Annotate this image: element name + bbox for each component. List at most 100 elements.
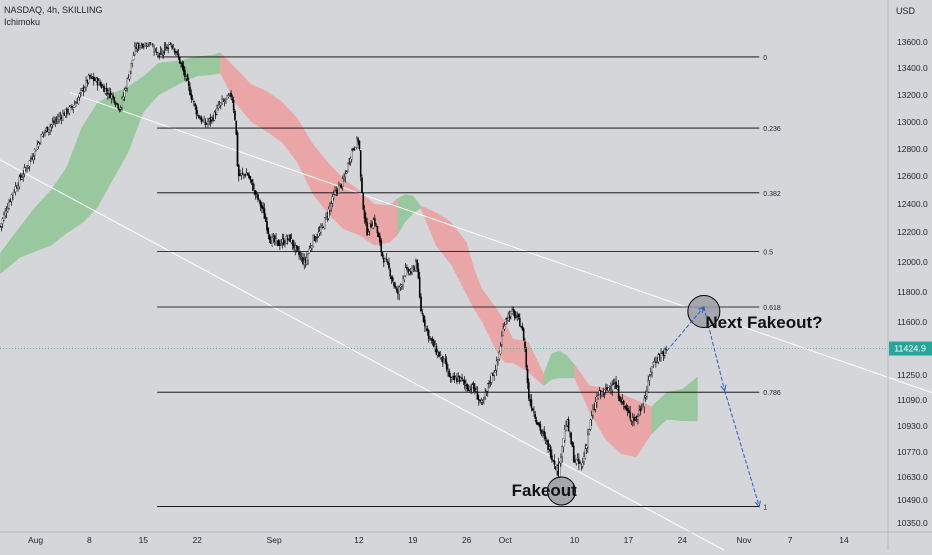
candle-body [620,400,623,403]
candle-body [554,466,557,470]
candle-body [519,317,521,327]
candle-body [313,236,316,242]
candle-body [597,395,599,398]
channel-upper-line[interactable] [69,92,932,397]
candle-body [136,43,139,49]
candle-body [617,385,620,399]
candle-body [95,78,98,82]
candle-body [86,80,89,84]
candle-body [19,175,22,179]
candle-body [59,116,62,118]
price-tick-label: 13200.0 [897,90,928,100]
candle-body [416,259,418,269]
candle-body [533,411,535,413]
candle-body [100,84,103,88]
cloud-bearish [420,205,544,386]
candle-body [144,42,146,46]
time-tick-label: Aug [28,535,43,545]
chart-legend: NASDAQ, 4h, SKILLING Ichimoku [4,4,103,28]
candle-body [481,401,484,403]
candle-body [462,379,465,381]
candle-body [92,76,95,81]
candle-body [125,88,127,91]
candle-body [63,113,66,116]
channel-lower-line[interactable] [0,159,729,554]
cloud-bullish [0,52,221,275]
indicator-label[interactable]: Ichimoku [4,17,41,27]
candle-body [421,312,424,315]
candle-body [471,384,474,393]
candle-body [104,88,107,94]
time-axis[interactable]: Aug 8 15 22 Sep 12 19 26 Oct 10 17 24 Nov 7 14 [28,535,849,545]
cloud-bullish [543,350,575,386]
fakeout-annotation[interactable]: Fakeout [512,481,578,500]
candle-body [411,268,413,272]
candle-body [246,173,249,176]
candle-body [418,277,421,298]
candle-body [463,380,466,384]
candle-body [33,149,36,156]
candle-body [122,96,125,100]
candle-body [282,238,285,245]
candle-body [531,408,534,411]
candle-body [314,238,317,241]
candle-body [395,288,398,291]
candle-body [60,116,63,119]
candle-body [578,458,580,464]
candle-body [134,46,136,55]
next-fakeout-marker[interactable] [687,295,721,328]
candle-body [117,104,119,109]
candle-body [625,405,628,410]
last-price-marker: 11424.9 [0,341,932,356]
candle-body [534,413,537,419]
candle-body [220,102,222,106]
fakeout-marker[interactable] [546,476,576,506]
candle-body [149,42,152,44]
candle-body [68,106,71,114]
candle-body [23,167,26,174]
candle-body [309,247,312,251]
candle-body [466,384,469,389]
candle-body [588,429,590,434]
candle-body [248,174,250,179]
candle-body [308,248,311,254]
candle-body [366,222,368,236]
candle-body [87,75,90,83]
candle-body [128,70,131,80]
candle-body [15,187,18,189]
candle-body [552,459,554,462]
candle-body [542,432,544,434]
candle-body [470,388,472,391]
candle-body [513,310,516,319]
candle-body [389,269,392,277]
candle-body [579,462,581,464]
candle-body [438,352,440,357]
candle-body [169,43,172,45]
next-fakeout-annotation[interactable]: Next Fakeout? [705,313,822,332]
symbol-title[interactable]: NASDAQ, 4h, SKILLING [4,5,103,15]
price-axis[interactable]: USD 13600.0 13400.0 13200.0 13000.0 12800.0 1… [896,6,928,528]
candle-body [66,108,68,114]
candle-body [508,315,511,319]
fib-level-label: 0.5 [763,250,773,257]
candle-body [320,227,322,233]
candle-body [458,375,461,382]
candle-body [585,445,588,449]
candle-body [258,199,261,201]
candle-body [356,138,358,148]
candle-body [145,42,148,45]
candle-body [368,223,371,232]
fibonacci-retracement-layer: 0 0.236 0.382 0.5 0.618 0.786 1 [157,55,781,512]
candle-body [329,206,331,211]
candle-body [14,186,17,193]
candle-body [110,94,113,99]
candle-body [172,47,175,49]
candle-body [175,51,177,54]
candle-body [377,233,380,238]
candle-body [370,224,372,228]
candle-body [288,234,290,239]
candle-body [164,46,167,48]
time-tick-label: 22 [192,535,202,545]
